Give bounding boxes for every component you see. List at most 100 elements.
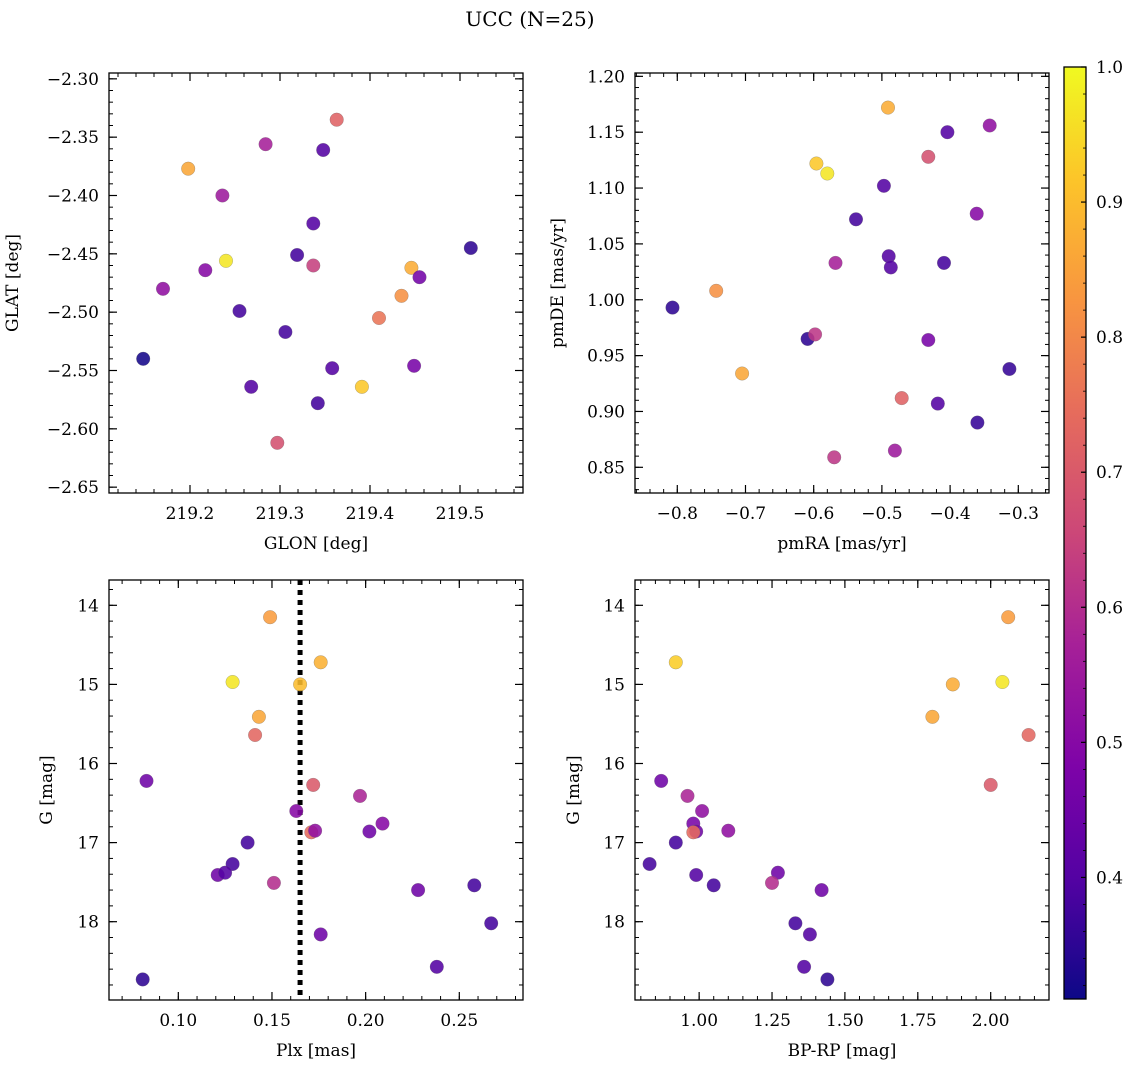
scatter-point	[668, 835, 683, 850]
scatter-point	[329, 112, 344, 127]
scatter-point	[642, 856, 657, 872]
x-axis-label: GLON [deg]	[264, 534, 368, 554]
scatter-point	[1001, 610, 1016, 625]
scatter-point	[721, 823, 736, 838]
scatter-point	[215, 188, 230, 203]
scatter-point	[668, 655, 683, 670]
scatter-point	[218, 865, 233, 880]
scatter-point	[940, 125, 955, 140]
x-tick-label: −0.5	[861, 504, 902, 524]
scatter-point	[136, 351, 151, 366]
scatter-point	[218, 253, 234, 268]
scatter-points	[665, 100, 1017, 465]
y-axis-label: pmDE [mas/yr]	[548, 218, 568, 348]
scatter-point	[654, 773, 669, 788]
x-tick-label: 1.50	[826, 1011, 864, 1031]
scatter-point	[809, 156, 824, 171]
scatter-point	[982, 118, 997, 133]
axes-frame	[634, 72, 1050, 494]
scatter-point	[820, 972, 835, 987]
scatter-point	[325, 361, 340, 376]
scatter-point	[735, 366, 750, 381]
y-tick-label: 14	[603, 596, 625, 616]
scatter-point	[198, 263, 213, 278]
scatter-point	[814, 883, 829, 898]
scatter-point	[880, 100, 896, 115]
scatter-point	[306, 216, 321, 231]
x-tick-label: 0.20	[347, 1011, 385, 1031]
y-tick-label: 15	[603, 675, 625, 695]
scatter-point	[263, 610, 278, 625]
y-tick-label: −2.30	[47, 70, 99, 90]
scatter-point	[484, 916, 499, 931]
scatter-point	[689, 867, 704, 883]
y-tick-label: −2.35	[47, 128, 99, 148]
scatter-point	[930, 396, 945, 411]
scatter-point	[290, 247, 305, 263]
scatter-point	[995, 674, 1010, 690]
scatter-point	[225, 674, 240, 690]
scatter-point	[921, 332, 936, 348]
scatter-point	[375, 816, 390, 831]
x-axis-label: BP-RP [mag]	[788, 1041, 897, 1061]
x-tick-label: 0.10	[159, 1011, 197, 1031]
scatter-point	[278, 324, 293, 340]
colorbar-tick-label: 0.9	[1096, 193, 1123, 213]
y-tick-label: 15	[77, 675, 99, 695]
y-tick-label: 18	[603, 913, 625, 933]
x-tick-label: −0.3	[998, 504, 1039, 524]
scatter-point	[352, 788, 368, 803]
y-tick-label: 1.05	[587, 235, 625, 255]
scatter-point	[709, 283, 724, 298]
scatter-point	[394, 288, 409, 303]
colorbar-tick-label: 0.8	[1096, 328, 1123, 348]
scatter-point	[313, 927, 328, 942]
scatter-point	[797, 959, 812, 974]
x-tick-label: 219.2	[166, 504, 215, 524]
scatter-point	[467, 878, 482, 893]
y-tick-label: −2.60	[47, 420, 99, 440]
scatter-point	[945, 677, 960, 692]
scatter-point	[887, 443, 902, 458]
scatter-point	[848, 212, 864, 227]
scatter-points	[136, 112, 478, 450]
scatter-point	[1021, 727, 1036, 743]
panel-bprp-g: 1.00 1.25 1.50 1.75 2.00 14 15 16 17 18 BP-RP [mag…	[564, 579, 1050, 1061]
scatter-point	[463, 240, 478, 256]
scatter-point	[313, 655, 328, 670]
scatter-point	[181, 161, 196, 176]
scatter-point	[240, 835, 255, 850]
y-tick-label: 0.95	[587, 347, 625, 367]
scatter-point	[894, 391, 909, 406]
scatter-point	[244, 379, 259, 394]
scatter-point	[232, 303, 247, 319]
y-tick-label: 0.85	[587, 458, 625, 478]
scatter-point	[936, 255, 952, 270]
scatter-point	[883, 260, 898, 275]
minor-ticks	[635, 73, 1049, 493]
x-tick-label: 0.25	[440, 1011, 478, 1031]
x-tick-label: 219.3	[256, 504, 305, 524]
scatter-point	[828, 255, 843, 270]
x-tick-label: −0.6	[793, 504, 834, 524]
y-tick-label: −2.65	[47, 478, 99, 498]
y-tick-label: 1.10	[587, 179, 625, 199]
colorbar-tick-label: 0.6	[1096, 598, 1123, 618]
scatter-point	[764, 875, 780, 890]
scatter-point	[362, 824, 377, 839]
y-tick-label: −2.50	[47, 303, 99, 323]
scatter-point	[258, 137, 273, 152]
scatter-point	[429, 959, 444, 974]
scatter-point	[925, 709, 940, 724]
x-tick-label: −0.8	[657, 504, 698, 524]
axes-frame	[108, 579, 524, 1001]
scatter-point	[1002, 361, 1017, 377]
scatter-point	[354, 379, 369, 394]
colorbar: 0.4 0.5 0.6 0.7 0.8 0.9 1.0	[1063, 58, 1123, 1000]
x-axis-label: pmRA [mas/yr]	[777, 534, 906, 554]
axes-frame	[634, 579, 1050, 1001]
colorbar-gradient	[1063, 66, 1087, 1000]
y-tick-label: 16	[77, 755, 99, 775]
colorbar-tick-label: 1.0	[1096, 58, 1123, 78]
